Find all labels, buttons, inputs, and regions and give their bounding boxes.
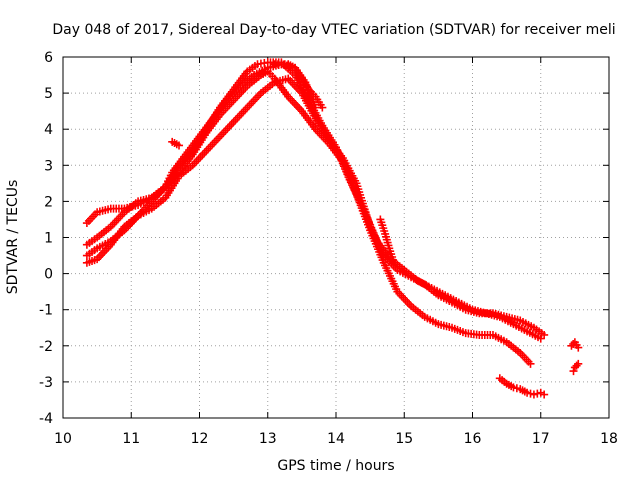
data-marks — [82, 58, 583, 399]
y-tick-label: -4 — [39, 411, 53, 427]
data-point — [574, 359, 583, 368]
data-point — [318, 103, 327, 112]
y-tick-label: -3 — [39, 375, 53, 391]
y-tick-label: 4 — [44, 122, 53, 138]
y-tick-label: 5 — [44, 86, 53, 102]
x-axis-title: GPS time / hours — [277, 458, 394, 474]
y-tick-label: 1 — [44, 231, 53, 247]
y-tick-label: -2 — [39, 339, 53, 355]
data-series-track-1 — [82, 67, 535, 368]
grid — [63, 57, 609, 418]
data-series-track-10 — [569, 359, 583, 376]
x-tick-label: 10 — [54, 431, 72, 447]
data-point — [311, 103, 320, 112]
data-point — [390, 258, 399, 267]
x-tick-label: 12 — [191, 431, 209, 447]
y-tick-label: 0 — [44, 267, 53, 283]
data-point — [540, 390, 549, 399]
data-point — [526, 359, 535, 368]
data-point — [536, 334, 545, 343]
data-series-track-4 — [82, 60, 320, 228]
x-tick-label: 13 — [259, 431, 277, 447]
data-point — [175, 141, 184, 150]
x-tick-label: 17 — [532, 431, 550, 447]
data-series-track-6 — [376, 215, 399, 267]
x-tick-label: 14 — [327, 431, 345, 447]
data-series-track-9 — [567, 338, 583, 352]
data-point — [574, 343, 583, 352]
data-series-track-8 — [495, 374, 549, 399]
data-series-track-7 — [168, 137, 184, 150]
x-tick-label: 11 — [122, 431, 140, 447]
y-tick-label: 3 — [44, 158, 53, 174]
data-point — [572, 361, 581, 370]
y-tick-label: 6 — [44, 50, 53, 66]
y-tick-label: 2 — [44, 194, 53, 210]
x-tick-label: 18 — [600, 431, 618, 447]
x-tick-label: 16 — [464, 431, 482, 447]
data-point — [569, 367, 578, 376]
y-tick-label: -1 — [39, 303, 53, 319]
chart-title: Day 048 of 2017, Sidereal Day-to-day VTE… — [52, 22, 615, 38]
data-series-track-5 — [270, 60, 327, 112]
x-tick-label: 15 — [395, 431, 413, 447]
y-axis-title: SDTVAR / TECUs — [5, 180, 21, 295]
